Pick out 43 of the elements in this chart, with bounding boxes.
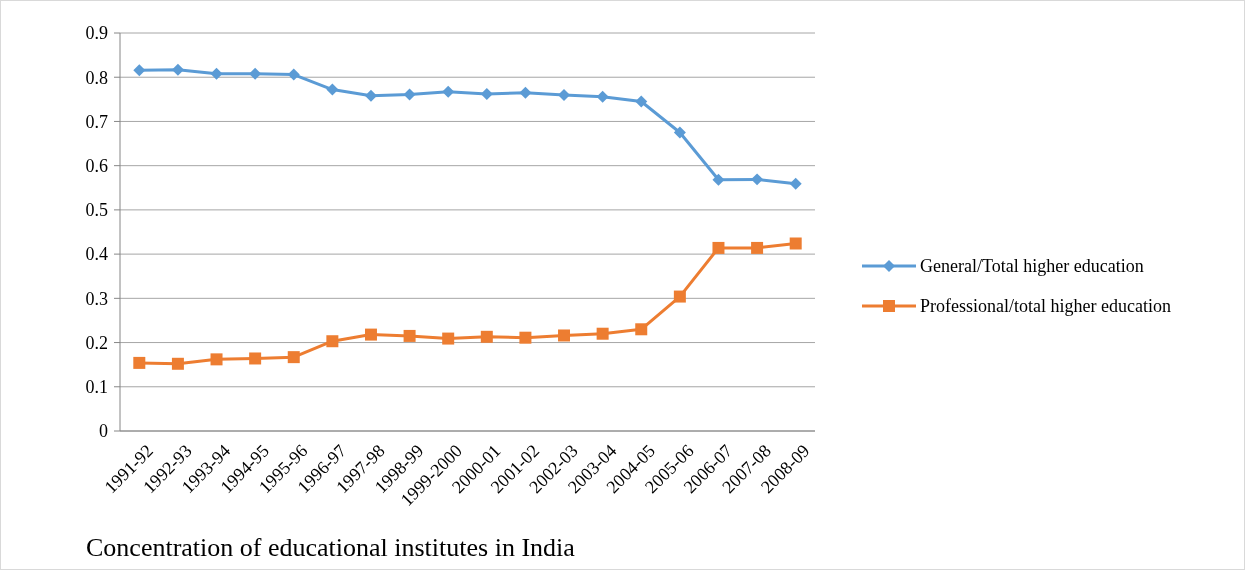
point bbox=[789, 177, 802, 190]
point bbox=[519, 331, 532, 344]
point bbox=[635, 95, 648, 108]
point bbox=[133, 64, 146, 77]
point bbox=[480, 330, 493, 343]
y-tick-label: 0.4 bbox=[85, 244, 108, 265]
y-tick-label: 0.6 bbox=[85, 155, 108, 176]
y-tick-label: 0.1 bbox=[85, 377, 108, 398]
legend-label: General/Total higher education bbox=[920, 256, 1144, 277]
point bbox=[712, 173, 725, 186]
point bbox=[442, 85, 455, 98]
point bbox=[751, 173, 764, 186]
point bbox=[210, 353, 223, 366]
point bbox=[133, 356, 146, 369]
point bbox=[403, 329, 416, 342]
point bbox=[403, 88, 416, 101]
point bbox=[210, 67, 223, 80]
point bbox=[249, 352, 262, 365]
point bbox=[171, 357, 184, 370]
y-tick-label: 0.2 bbox=[85, 332, 108, 353]
point bbox=[364, 89, 377, 102]
point bbox=[519, 86, 532, 99]
point bbox=[326, 335, 339, 348]
y-tick-label: 0.5 bbox=[85, 200, 108, 221]
point bbox=[596, 327, 609, 340]
point bbox=[789, 237, 802, 250]
point bbox=[673, 290, 686, 303]
point bbox=[558, 329, 571, 342]
y-tick-label: 0.3 bbox=[85, 288, 108, 309]
point bbox=[673, 126, 686, 139]
y-tick-label: 0.9 bbox=[85, 23, 108, 44]
point bbox=[442, 332, 455, 345]
text: Concentration of educational institutes in India bbox=[86, 533, 576, 562]
point bbox=[326, 83, 339, 96]
y-tick-label: 0.7 bbox=[85, 111, 108, 132]
point bbox=[751, 241, 764, 254]
point bbox=[712, 241, 725, 254]
point bbox=[635, 323, 648, 336]
y-tick-label: 0.8 bbox=[85, 67, 108, 88]
legend-label: Professional/total higher education bbox=[920, 296, 1171, 317]
y-tick-label: 0 bbox=[99, 421, 108, 442]
point bbox=[287, 351, 300, 364]
point bbox=[364, 328, 377, 341]
